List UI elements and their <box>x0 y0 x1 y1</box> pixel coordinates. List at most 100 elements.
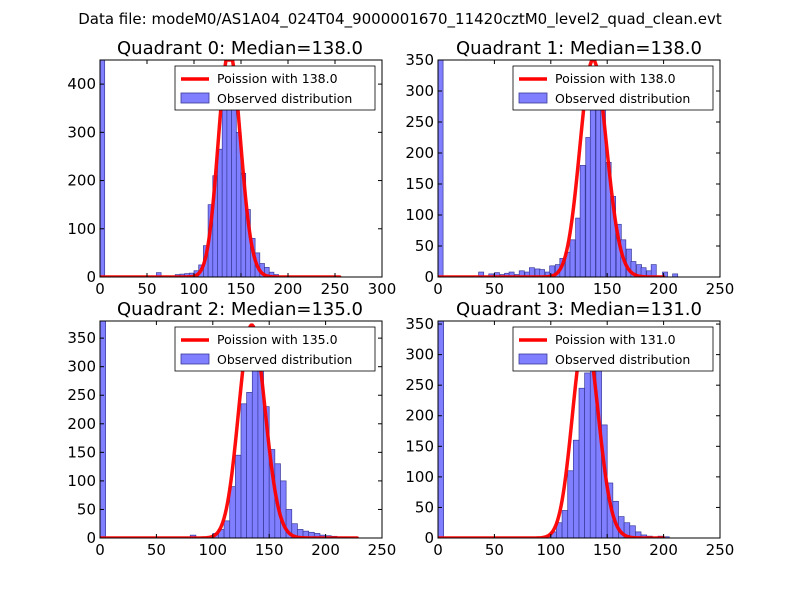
quadrant-2-ytick-label-6: 300 <box>67 358 96 376</box>
quadrant-0-legend-hist-swatch <box>180 92 210 104</box>
quadrant-3-ytick-label-4: 200 <box>405 407 434 425</box>
quadrant-1-title: Quadrant 1: Median=138.0 <box>456 38 702 59</box>
quadrant-3-poisson-curve <box>438 332 666 538</box>
quadrant-3-bar-4 <box>561 510 569 538</box>
quadrant-0-poisson-curve <box>100 60 342 277</box>
quadrant-2-xtick-label-5: 250 <box>368 541 397 559</box>
quadrant-3-panel: Quadrant 3: Median=131.0 0 50 100 150 200 250… <box>405 299 734 559</box>
quadrant-0-legend-poisson-label: Poission with 138.0 <box>217 71 338 86</box>
quadrant-1-bar-1 <box>478 271 485 277</box>
quadrant-2-axes-frame <box>99 320 383 539</box>
quadrant-0-bar-12 <box>221 105 228 277</box>
quadrant-3-xtick-label-3: 150 <box>593 541 622 559</box>
quadrant-2-bar-6 <box>235 454 242 538</box>
quadrant-1-bar-35 <box>662 271 668 277</box>
quadrant-2-ytick-label-7: 350 <box>67 329 96 347</box>
quadrant-3-xtick-label-5: 250 <box>706 541 735 559</box>
quadrant-1-bar-18 <box>569 239 576 277</box>
quadrant-1-ytick-label-2: 100 <box>405 206 434 224</box>
quadrant-0-ytick-label-2: 200 <box>67 172 96 190</box>
quadrant-0-bar-1 <box>156 272 162 277</box>
quadrant-3-ytick-label-7: 350 <box>405 315 434 333</box>
quadrant-0-panel: Quadrant 0: Median=138.0 0 50 100 150 200 250… <box>67 38 396 298</box>
quadrant-1-xtick-label-2: 100 <box>536 280 565 298</box>
quadrant-1-legend-hist-label: Observed distribution <box>555 91 690 106</box>
quadrant-0-ytick-label-4: 400 <box>67 75 96 93</box>
quadrant-2-legend-hist-label: Observed distribution <box>217 352 352 367</box>
quadrant-3-legend-hist-label: Observed distribution <box>555 352 690 367</box>
quadrant-1-bar-22 <box>589 99 596 277</box>
quadrant-3-legend-hist-swatch <box>518 353 548 365</box>
quadrant-1-bar-0 <box>438 60 444 277</box>
quadrant-0-xtick-label-5: 250 <box>321 280 350 298</box>
quadrant-3-bar-5 <box>567 470 574 538</box>
quadrant-1-xtick-label-0: 0 <box>433 280 443 298</box>
quadrant-2-ytick-label-0: 0 <box>86 529 96 547</box>
quadrant-0-xtick-label-0: 0 <box>95 280 105 298</box>
quadrant-1-legend: Poission with 138.0 Observed distribution <box>512 65 714 111</box>
quadrant-3-axes-frame <box>437 320 721 539</box>
quadrant-2-bar-7 <box>240 403 247 538</box>
quadrant-1-bar-10 <box>529 267 535 277</box>
quadrant-1-bar-32 <box>640 267 647 277</box>
quadrant-2-ytick-label-1: 50 <box>77 500 96 518</box>
quadrant-0-xtick-label-3: 150 <box>227 280 256 298</box>
quadrant-2-legend-poisson-label: Poission with 135.0 <box>217 332 338 347</box>
quadrant-1-panel: Quadrant 1: Median=138.0 0 50 100 150 200 250… <box>405 38 734 298</box>
quadrant-3-plot-area <box>438 321 670 538</box>
quadrant-1-bar-6 <box>508 271 515 277</box>
quadrant-2-legend-hist-swatch <box>180 353 210 365</box>
quadrant-0-ytick-label-0: 0 <box>86 268 96 286</box>
quadrant-1-bar-34 <box>650 264 657 277</box>
quadrant-3-xtick-label-1: 50 <box>485 541 504 559</box>
quadrant-3-ytick-label-0: 0 <box>424 529 434 547</box>
quadrant-3-bar-6 <box>573 439 580 538</box>
quadrant-1-legend-poisson-label: Poission with 138.0 <box>555 71 676 86</box>
quadrant-1-legend-hist-swatch <box>518 92 548 104</box>
quadrant-2-xtick-label-2: 100 <box>198 541 227 559</box>
quadrant-0-ytick-label-3: 300 <box>67 123 96 141</box>
quadrant-1-xtick-label-3: 150 <box>593 280 622 298</box>
quadrant-2-xtick-label-1: 50 <box>147 541 166 559</box>
quadrant-2-ytick-label-2: 100 <box>67 472 96 490</box>
quadrant-0-title: Quadrant 0: Median=138.0 <box>117 38 363 59</box>
quadrant-2-xtick-label-4: 200 <box>311 541 340 559</box>
quadrant-2-bar-0 <box>100 321 106 538</box>
quadrant-1-ytick-label-0: 0 <box>424 268 434 286</box>
quadrant-3-ytick-label-3: 150 <box>405 437 434 455</box>
quadrant-0-legend: Poission with 138.0 Observed distribution <box>174 65 376 111</box>
quadrant-1-ytick-label-4: 200 <box>405 144 434 162</box>
quadrant-3-ytick-label-5: 250 <box>405 376 434 394</box>
quadrant-1-xtick-label-1: 50 <box>485 280 504 298</box>
quadrant-3-xtick-label-2: 100 <box>536 541 565 559</box>
quadrant-2-xtick-label-0: 0 <box>95 541 105 559</box>
quadrant-3-legend: Poission with 131.0 Observed distribution <box>512 326 714 372</box>
quadrant-0-xtick-label-4: 200 <box>274 280 303 298</box>
quadrant-3-title: Quadrant 3: Median=131.0 <box>456 299 702 320</box>
quadrant-2-ytick-label-5: 250 <box>67 386 96 404</box>
quadrant-2-plot-area <box>100 321 359 538</box>
quadrant-2-xtick-label-3: 150 <box>255 541 284 559</box>
quadrant-0-plot-area <box>100 60 342 277</box>
quadrant-2-bar-8 <box>246 392 253 538</box>
quadrant-3-xtick-label-0: 0 <box>433 541 443 559</box>
quadrant-2-ytick-label-4: 200 <box>67 415 96 433</box>
quadrant-3-ytick-label-1: 50 <box>415 498 434 516</box>
quadrant-2-ytick-label-3: 150 <box>67 443 96 461</box>
quadrant-1-bar-20 <box>579 165 586 277</box>
quadrant-1-ytick-label-7: 350 <box>405 51 434 69</box>
quadrant-2-legend: Poission with 135.0 Observed distribution <box>174 326 376 372</box>
quadrant-3-legend-poisson-label: Poission with 131.0 <box>555 332 676 347</box>
quadrant-0-xtick-label-2: 100 <box>180 280 209 298</box>
quadrant-0-bar-11 <box>217 148 223 277</box>
quadrant-1-axes-frame <box>437 59 721 278</box>
quadrant-1-xtick-label-4: 200 <box>649 280 678 298</box>
quadrant-0-xtick-label-1: 50 <box>137 280 156 298</box>
quadrant-1-ytick-label-5: 250 <box>405 113 434 131</box>
quadrant-0-bar-14 <box>231 100 237 277</box>
quadrant-3-bar-7 <box>578 387 585 538</box>
quadrant-0-legend-hist-label: Observed distribution <box>217 91 352 106</box>
quadrant-3-ytick-label-6: 300 <box>405 346 434 364</box>
quadrant-1-ytick-label-3: 150 <box>405 175 434 193</box>
